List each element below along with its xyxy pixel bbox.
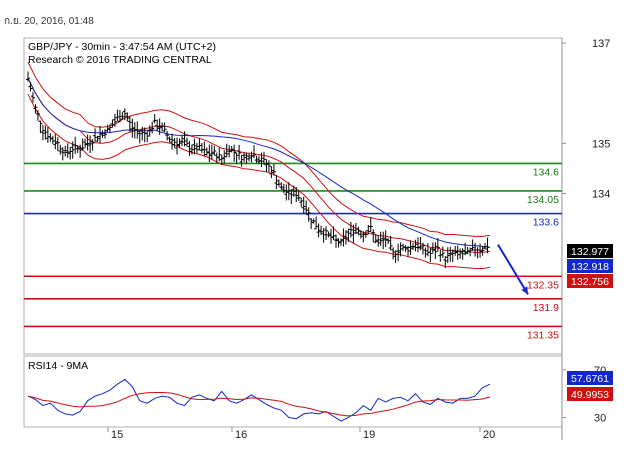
- price-panel-frame: [23, 37, 563, 355]
- price-tag: 132.756: [571, 276, 609, 288]
- price-tags: 132.977 132.918 132.756 57.6761 49.9953: [567, 244, 613, 401]
- forecast-arrow-head: [521, 286, 528, 295]
- level-label: 131.9: [533, 302, 559, 314]
- rsi-panel-frame: [23, 355, 563, 428]
- rsi-ma-line: [27, 392, 491, 417]
- chart-credit: Research © 2016 TRADING CENTRAL: [28, 54, 212, 66]
- rsi-lines: [27, 378, 491, 422]
- chart-timestamp: ก.ย. 20, 2016, 01:48: [4, 16, 94, 27]
- price-tag: 132.918: [571, 261, 609, 273]
- bollinger-upper-line: [27, 61, 491, 237]
- level-label: 134.6: [533, 166, 559, 178]
- price-tag-bg: [567, 244, 613, 258]
- rsi-tag-bg: [567, 371, 613, 385]
- date-tick-label: 20: [483, 429, 495, 441]
- rsi-title: RSI14 - 9MA: [28, 360, 88, 372]
- price-bars: [26, 71, 490, 269]
- price-tag-bg: [567, 274, 613, 288]
- price-tag-bg: [567, 259, 613, 273]
- level-label: 132.35: [527, 279, 559, 291]
- date-tick-label: 15: [111, 429, 123, 441]
- forecast-arrow: [497, 244, 529, 295]
- level-label: 134.05: [527, 194, 559, 206]
- support-resistance-levels: 134.6 134.05 133.6 132.35 131.9 131.35: [24, 162, 562, 341]
- level-label: 131.35: [527, 329, 559, 341]
- level-label: 133.6: [533, 217, 559, 229]
- price-tag: 132.977: [571, 246, 609, 258]
- rsi-tag: 57.6761: [571, 373, 609, 385]
- bollinger-middle-line: [27, 77, 491, 253]
- rsi-tag: 49.9953: [571, 389, 609, 401]
- price-tick-label: 134: [592, 188, 610, 200]
- price-tick-label: 137: [592, 38, 610, 50]
- bollinger-lower-line: [27, 93, 491, 269]
- rsi-tag-bg: [567, 387, 613, 401]
- date-tick-label: 19: [363, 429, 375, 441]
- forecast-arrow-shaft: [497, 244, 529, 295]
- chart-title: GBP/JPY - 30min - 3:47:54 AM (UTC+2): [28, 41, 216, 53]
- rsi-tick-label: 30: [594, 412, 606, 424]
- price-tick-label: 135: [592, 138, 610, 150]
- rsi-line: [27, 378, 491, 422]
- date-tick-label: 16: [235, 429, 247, 441]
